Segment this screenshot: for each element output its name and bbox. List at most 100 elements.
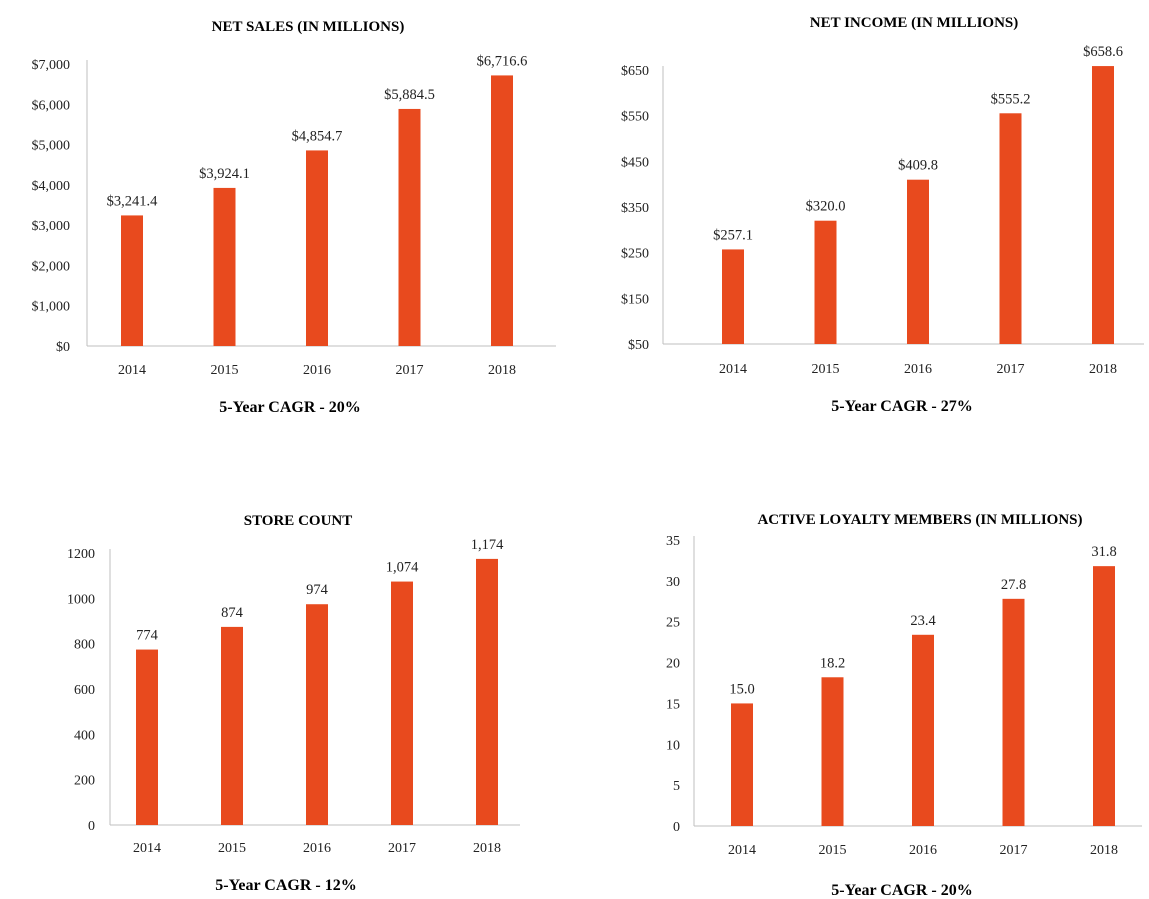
- data-label: $257.1: [713, 227, 753, 243]
- x-tick-label: 2014: [118, 363, 146, 378]
- x-tick-label: 2014: [728, 843, 756, 858]
- y-tick-label: 600: [74, 683, 95, 698]
- y-tick-label: $550: [621, 110, 649, 125]
- data-label: $555.2: [991, 91, 1031, 107]
- bar: [821, 677, 844, 826]
- bar: [391, 581, 413, 825]
- bar: [912, 634, 934, 826]
- y-tick-label: 20: [666, 657, 680, 672]
- y-tick-label: $4,000: [32, 179, 71, 194]
- y-tick-label: 5: [673, 779, 680, 794]
- data-label: $320.0: [806, 199, 846, 215]
- x-tick-label: 2014: [719, 362, 747, 377]
- y-tick-label: 200: [74, 774, 95, 789]
- bar: [121, 215, 143, 346]
- x-tick-label: 2018: [1090, 843, 1118, 858]
- y-tick-label: 15: [666, 697, 680, 712]
- data-label: 1,174: [471, 537, 504, 553]
- chart-svg: NET INCOME (IN MILLIONS) $50 $150 $250 $350 $…: [621, 15, 1144, 415]
- bar: [907, 179, 929, 344]
- y-tick-label: $450: [621, 155, 649, 170]
- bar: [136, 649, 158, 825]
- y-tick-label: 10: [666, 738, 680, 753]
- x-tick-label: 2018: [473, 841, 501, 856]
- data-label: 23.4: [910, 613, 936, 629]
- x-tick-label: 2018: [488, 363, 516, 378]
- bar: [221, 626, 243, 825]
- y-tick-label: $2,000: [32, 259, 71, 274]
- data-label: 15.0: [729, 681, 754, 697]
- y-tick-label: $3,000: [32, 219, 71, 234]
- bar: [306, 150, 328, 346]
- data-label: $4,854.7: [292, 128, 343, 144]
- chart-svg: STORE COUNT 0 200 400 600 800 1000 1200 774 2014 8…: [67, 513, 520, 894]
- x-tick-label: 2017: [388, 841, 416, 856]
- x-tick-label: 2016: [909, 843, 937, 858]
- x-tick-label: 2016: [303, 841, 331, 856]
- bar: [491, 75, 513, 347]
- x-tick-label: 2015: [819, 843, 847, 858]
- data-label: 18.2: [820, 655, 845, 671]
- y-tick-label: $0: [56, 340, 70, 355]
- net-sales-chart: NET SALES (IN MILLIONS) $0 $1,000 $2,000 $3,…: [0, 0, 574, 449]
- data-label: $6,716.6: [477, 53, 528, 69]
- cagr-caption: 5-Year CAGR - 27%: [831, 398, 972, 415]
- data-label: 874: [221, 605, 244, 621]
- data-label: 27.8: [1001, 577, 1026, 593]
- y-tick-label: $5,000: [32, 139, 71, 154]
- y-tick-label: 1200: [67, 547, 95, 562]
- x-tick-label: 2015: [812, 362, 840, 377]
- y-tick-label: 800: [74, 638, 95, 653]
- cagr-caption: 5-Year CAGR - 20%: [219, 399, 360, 416]
- bar: [1092, 66, 1114, 345]
- chart-title: ACTIVE LOYALTY MEMBERS (IN MILLIONS): [757, 512, 1082, 528]
- bar: [722, 249, 744, 344]
- active-loyalty-members-chart: ACTIVE LOYALTY MEMBERS (IN MILLIONS) 0 5 10…: [574, 449, 1149, 899]
- chart-svg: ACTIVE LOYALTY MEMBERS (IN MILLIONS) 0 5 10…: [666, 512, 1142, 899]
- data-label: $409.8: [898, 158, 938, 174]
- bar: [476, 558, 498, 825]
- y-tick-label: $150: [621, 292, 649, 307]
- y-tick-label: 0: [673, 820, 680, 835]
- bar: [999, 113, 1022, 345]
- y-tick-label: $7,000: [32, 58, 71, 73]
- y-tick-label: 30: [666, 575, 680, 590]
- y-tick-label: 25: [666, 616, 680, 631]
- net-income-chart: NET INCOME (IN MILLIONS) $50 $150 $250 $350 $…: [574, 0, 1149, 449]
- y-tick-label: 1000: [67, 592, 95, 607]
- bar: [213, 187, 236, 346]
- x-tick-label: 2017: [997, 362, 1025, 377]
- chart-title: NET SALES (IN MILLIONS): [212, 19, 405, 35]
- y-tick-label: $250: [621, 247, 649, 262]
- data-label: 1,074: [386, 560, 419, 576]
- bar: [731, 703, 753, 826]
- data-label: $658.6: [1083, 44, 1123, 60]
- chart-svg: NET SALES (IN MILLIONS) $0 $1,000 $2,000 $3,…: [32, 19, 556, 416]
- x-tick-label: 2016: [303, 363, 331, 378]
- cagr-caption: 5-Year CAGR - 12%: [215, 877, 356, 894]
- cagr-caption: 5-Year CAGR - 20%: [831, 882, 972, 899]
- y-tick-label: $650: [621, 64, 649, 79]
- bar: [1093, 566, 1115, 826]
- x-tick-label: 2017: [1000, 843, 1028, 858]
- bar: [1002, 598, 1025, 826]
- y-tick-label: 400: [74, 728, 95, 743]
- data-label: $3,241.4: [107, 193, 159, 209]
- chart-title: STORE COUNT: [244, 513, 353, 529]
- y-tick-label: 0: [88, 819, 95, 834]
- y-tick-label: $1,000: [32, 300, 71, 315]
- data-label: 974: [306, 582, 329, 598]
- data-label: 774: [136, 628, 159, 644]
- chart-title: NET INCOME (IN MILLIONS): [810, 15, 1019, 31]
- bar: [398, 108, 421, 346]
- x-tick-label: 2015: [211, 363, 239, 378]
- x-tick-label: 2017: [396, 363, 424, 378]
- y-tick-label: $50: [628, 338, 649, 353]
- y-tick-label: $350: [621, 201, 649, 216]
- bar: [306, 604, 328, 825]
- bar: [814, 220, 837, 344]
- x-tick-label: 2014: [133, 841, 161, 856]
- y-tick-label: $6,000: [32, 98, 71, 113]
- y-tick-label: 35: [666, 534, 680, 549]
- store-count-chart: STORE COUNT 0 200 400 600 800 1000 1200 774 2014 8…: [0, 449, 574, 899]
